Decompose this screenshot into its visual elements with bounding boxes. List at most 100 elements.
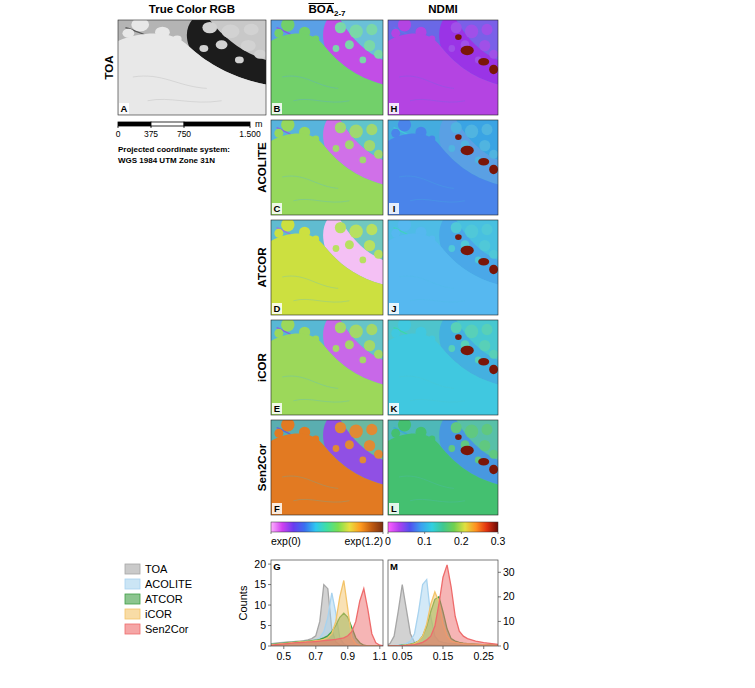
letter-ground <box>272 403 282 414</box>
ridge <box>399 376 465 402</box>
small-floe <box>398 120 411 132</box>
small-floe <box>489 250 498 259</box>
broken-ice <box>388 420 498 515</box>
small-floe <box>345 140 354 149</box>
y-tick <box>498 596 501 597</box>
wet-patch <box>461 346 474 356</box>
small-floe <box>364 340 375 351</box>
small-floe <box>333 445 340 452</box>
panel-frame <box>271 20 383 115</box>
broken-ice <box>271 220 383 315</box>
image-panel <box>271 420 383 515</box>
y-tick-label: 5 <box>260 619 266 631</box>
x-tick-label: 1.1 <box>372 650 387 662</box>
scale-tick <box>184 126 185 128</box>
curve <box>388 565 498 646</box>
small-floe <box>254 50 266 59</box>
y-tick <box>498 572 501 573</box>
colorbar-tick <box>424 532 425 534</box>
small-floe <box>333 345 340 352</box>
small-floe <box>398 20 411 32</box>
scale-segment <box>184 122 250 126</box>
wet-patch <box>461 446 474 456</box>
broken-ice <box>388 120 498 215</box>
x-tick-label: 0.9 <box>340 650 355 662</box>
area <box>271 585 383 646</box>
small-floe <box>479 340 490 351</box>
column-header: NDMI <box>428 3 457 15</box>
colorbar-tick <box>271 532 272 534</box>
marks <box>388 565 498 646</box>
y-tick <box>268 564 271 565</box>
marks <box>271 580 383 646</box>
wet-patch <box>455 134 462 140</box>
panel-frame <box>271 320 383 415</box>
y-tick-label: 20 <box>254 558 266 570</box>
scale-segment <box>151 122 184 126</box>
x-tick <box>402 646 403 649</box>
letter-ground <box>272 561 282 572</box>
ridge <box>133 76 222 102</box>
small-floe <box>449 245 456 252</box>
image-panel <box>271 120 383 215</box>
small-floe <box>482 424 493 435</box>
ridge <box>399 176 465 202</box>
small-floe <box>398 420 411 432</box>
small-floe <box>333 145 340 152</box>
small-floe <box>451 122 462 133</box>
small-floe <box>349 125 362 139</box>
y-tick-label: 10 <box>503 615 515 627</box>
small-floe <box>359 256 366 263</box>
small-floe <box>333 245 340 252</box>
wet-patch <box>489 465 498 475</box>
big-floe <box>118 34 266 115</box>
small-floe <box>449 345 456 352</box>
wet-patch <box>478 158 489 166</box>
row-label: TOA <box>103 55 115 79</box>
image-panel <box>271 220 383 315</box>
small-floe <box>465 25 478 39</box>
scale-segment <box>118 122 151 126</box>
row-label: Sen2Cor <box>256 443 268 491</box>
wet-patch <box>461 246 474 256</box>
small-floe <box>281 220 294 232</box>
image-panel <box>388 320 498 415</box>
small-floe <box>374 450 383 459</box>
letter-ground <box>119 103 129 114</box>
small-floe <box>359 56 366 63</box>
ridge <box>399 476 465 502</box>
panel-letter: G <box>273 561 280 572</box>
x-tick-label: 0.15 <box>433 650 454 662</box>
scale-label: 375 <box>144 129 158 139</box>
letter-ground <box>389 403 399 414</box>
small-floe <box>244 24 259 35</box>
y-tick <box>268 625 271 626</box>
small-floe <box>364 140 375 151</box>
small-floe <box>489 150 498 159</box>
ridge <box>282 476 349 502</box>
image-panel <box>388 220 498 315</box>
small-floe <box>364 40 375 51</box>
small-floe <box>482 224 493 235</box>
legend-swatch <box>125 564 140 574</box>
ridge <box>399 76 465 102</box>
scale-label: 1.500 <box>239 129 261 139</box>
plot-frame <box>271 560 383 646</box>
projection-text: Projected coordinate system: <box>118 145 230 154</box>
scale-tick <box>118 126 119 128</box>
wet-patch <box>461 146 474 156</box>
wet-patch <box>461 46 474 56</box>
colorbar <box>388 522 498 532</box>
small-floe <box>479 140 490 151</box>
panel-frame <box>271 420 383 515</box>
small-floe <box>359 356 366 363</box>
broken-ice <box>388 220 498 315</box>
colorbar-label: 0.3 <box>491 535 506 547</box>
letter-ground <box>272 503 282 514</box>
figure: True Color RGBBOA2-7NDMITOAACOLITEATCORi… <box>0 0 755 688</box>
small-floe <box>345 440 354 449</box>
small-floe <box>335 22 346 33</box>
small-floe <box>489 350 498 359</box>
letter-ground <box>389 103 399 114</box>
small-floe <box>482 324 493 335</box>
